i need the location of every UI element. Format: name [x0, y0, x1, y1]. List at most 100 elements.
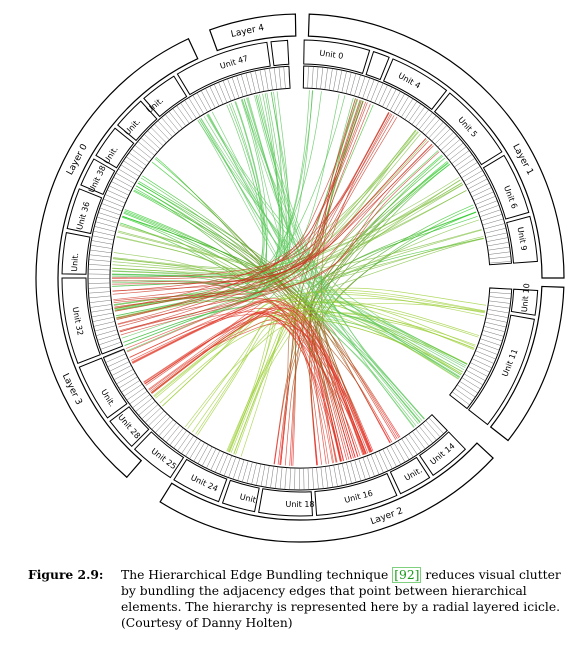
- leaf-tick: [366, 455, 375, 477]
- unit-block-9: [389, 456, 431, 495]
- leaf-tick: [393, 93, 405, 113]
- leaf-tick: [118, 376, 138, 389]
- unit-block-23: [143, 75, 188, 118]
- edge-curve: [197, 120, 417, 427]
- leaf-tick: [412, 431, 426, 450]
- leaf-tick: [88, 268, 111, 271]
- edge-curve: [120, 115, 395, 336]
- leaf-tick: [255, 70, 261, 93]
- leaf-tick: [132, 394, 150, 409]
- unit-block-14: [133, 431, 185, 479]
- leaf-tick: [307, 467, 310, 490]
- edge-curve: [117, 98, 358, 325]
- leaf-tick: [89, 254, 112, 258]
- leaf-tick: [469, 182, 490, 194]
- leaf-tick: [88, 282, 111, 284]
- edge-curve: [133, 189, 369, 454]
- edge-curve: [127, 297, 365, 455]
- unit-block-8: [418, 431, 467, 477]
- leaf-tick: [294, 467, 296, 490]
- leaf-tick: [471, 187, 492, 197]
- edge-curve: [114, 102, 368, 309]
- edge-curve: [184, 315, 475, 428]
- leaf-tick: [264, 68, 269, 91]
- leaf-tick: [120, 164, 140, 177]
- leaf-tick: [382, 448, 393, 469]
- leaf-tick: [378, 450, 389, 471]
- leaf-tick: [103, 198, 124, 208]
- leaf-tick: [181, 435, 194, 454]
- edge-curve: [115, 101, 267, 317]
- layer-label-2: Layer 2: [369, 506, 404, 527]
- leaf-tick: [362, 77, 370, 99]
- leaf-tick: [454, 388, 473, 402]
- leaf-tick: [404, 101, 418, 120]
- edge-curve: [113, 112, 390, 301]
- edge-curve: [309, 207, 475, 466]
- leaf-tick: [222, 80, 232, 102]
- leaf-tick: [210, 450, 221, 471]
- leaf-tick: [393, 442, 406, 463]
- leaf-tick: [486, 313, 509, 318]
- leaf-tick: [345, 72, 352, 94]
- leaf-tick: [483, 326, 506, 332]
- leaf-tick: [480, 338, 501, 346]
- edge-curve: [150, 306, 337, 463]
- leaf-tick: [275, 466, 279, 489]
- caption-label: Figure 2.9:: [28, 567, 104, 582]
- leaf-tick: [111, 365, 132, 376]
- leaf-tick: [88, 291, 111, 294]
- edge-curve: [247, 97, 421, 423]
- leaf-tick: [88, 287, 111, 289]
- leaf-tick: [333, 69, 338, 91]
- leaf-band-0: [302, 65, 513, 266]
- unit-block-2: [382, 58, 448, 111]
- leaf-tick: [154, 416, 171, 433]
- leaf-tick: [488, 304, 510, 309]
- leaf-tick: [213, 84, 224, 105]
- leaf-tick: [237, 459, 245, 481]
- citation-link[interactable]: [92]: [392, 567, 422, 583]
- leaf-tick: [418, 425, 433, 444]
- leaf-tick: [144, 407, 162, 423]
- leaf-tick: [118, 168, 138, 181]
- leaf-tick: [452, 391, 470, 406]
- leaf-tick: [466, 369, 486, 381]
- leaf-tick: [93, 230, 115, 237]
- leaf-tick: [440, 135, 458, 151]
- leaf-tick: [487, 246, 510, 251]
- leaf-band-3: [87, 65, 291, 355]
- radial-icicle-diagram: Layer 0 Layer 1 Layer 2 Layer 3 Layer 4 Unit …: [35, 13, 565, 543]
- edge-curve: [150, 319, 371, 453]
- leaf-tick: [489, 296, 512, 299]
- edge-curve: [112, 113, 392, 295]
- leaf-tick: [350, 461, 357, 483]
- leaf-tick: [478, 342, 500, 351]
- edge-curve: [199, 119, 461, 377]
- edge-curve: [162, 289, 486, 407]
- edge-curve: [116, 133, 421, 319]
- leaf-tick: [100, 341, 122, 350]
- leaf-tick: [98, 337, 120, 346]
- leaf-tick: [461, 166, 481, 179]
- leaf-tick: [456, 158, 476, 171]
- leaf-tick: [107, 357, 128, 368]
- leaf-tick: [196, 92, 208, 113]
- leaf-tick: [200, 90, 212, 111]
- leaf-tick: [489, 292, 512, 295]
- leaf-tick: [95, 329, 118, 336]
- leaf-tick: [193, 442, 205, 462]
- edge-curve: [138, 180, 373, 452]
- leaf-tick: [329, 465, 333, 488]
- leaf-tick: [93, 321, 116, 327]
- unit-block-20: [80, 158, 116, 196]
- leaf-tick: [129, 390, 148, 405]
- leaf-tick: [95, 221, 117, 228]
- leaf-tick: [148, 410, 165, 427]
- leaf-tick: [177, 432, 191, 452]
- leaf-tick: [123, 383, 143, 397]
- edge-curve: [114, 100, 364, 308]
- leaf-tick: [288, 66, 290, 89]
- unit-block-24: [176, 41, 271, 96]
- unit-label-4: Unit 9: [516, 226, 529, 251]
